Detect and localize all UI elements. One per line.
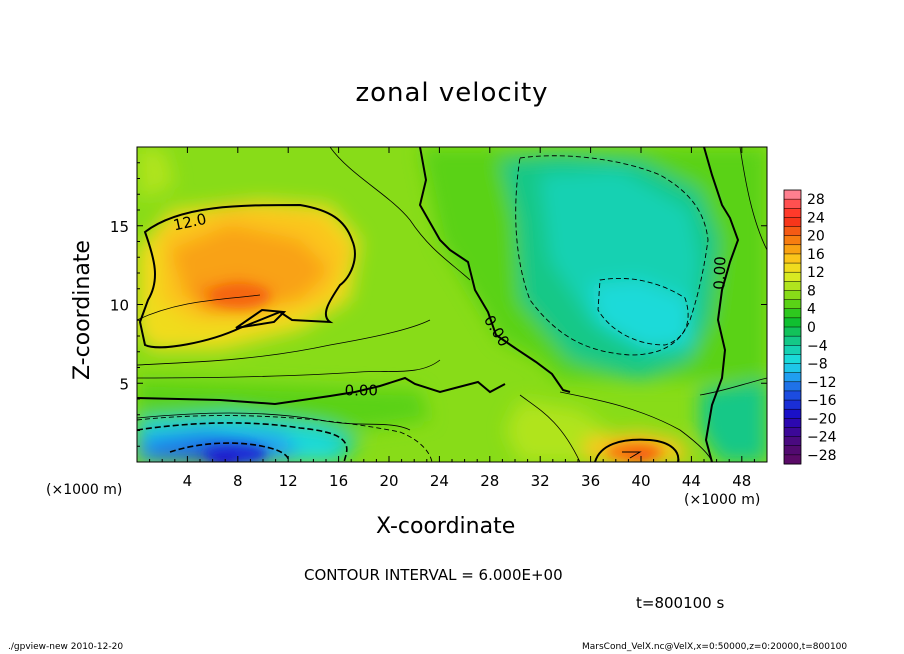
- colorbar-swatch: [784, 445, 801, 456]
- contour-label: 0.00: [710, 256, 729, 290]
- x-unit-right: (×1000 m): [684, 492, 761, 508]
- y-tick-label: 5: [119, 375, 129, 393]
- colorbar-swatch: [784, 345, 801, 355]
- x-axis: 4 8 12 16 20 24 28 32 36 40 44 48: [149, 147, 755, 490]
- colorbar-label: 12: [807, 265, 825, 281]
- colorbar-swatch: [784, 190, 801, 200]
- colorbar-swatch: [784, 454, 801, 465]
- y-tick-label: 10: [110, 297, 129, 315]
- colorbar-swatch: [784, 381, 801, 392]
- colorbar-swatch: [784, 263, 801, 273]
- colorbar-swatch: [784, 290, 801, 301]
- colorbar-swatch: [784, 427, 801, 438]
- x-tick-label: 44: [682, 472, 701, 490]
- x-tick-label: 36: [581, 472, 600, 490]
- colorbar-swatch: [784, 327, 801, 337]
- colorbar-label: 24: [807, 210, 825, 226]
- x-tick-label: 12: [279, 472, 298, 490]
- heatmap-field: [137, 147, 767, 462]
- colorbar-swatch: [784, 409, 801, 419]
- colorbar-swatch: [784, 336, 801, 346]
- x-tick-label: 32: [531, 472, 550, 490]
- colorbar-label: −8: [807, 357, 828, 373]
- x-axis-label: X-coordinate: [376, 514, 516, 539]
- colorbar-swatch: [784, 272, 801, 282]
- colorbar-label: −28: [807, 448, 837, 464]
- y-tick-label: 15: [110, 218, 129, 236]
- x-tick-label: 16: [329, 472, 348, 490]
- colorbar-label: −12: [807, 375, 837, 391]
- colorbar-swatch: [784, 235, 801, 246]
- colorbar-label: 16: [807, 247, 825, 263]
- colorbar-label: −4: [807, 338, 828, 354]
- colorbar-swatch: [784, 418, 801, 428]
- colorbar-swatch: [784, 299, 801, 310]
- colorbar-swatch: [784, 372, 801, 383]
- colorbar-label: 28: [807, 192, 825, 208]
- contour-lines: [137, 147, 767, 462]
- colorbar-swatch: [784, 281, 801, 291]
- colorbar: 28 24 20 16 12 8 4 0 −4 −8 −12 −16 −20 −24 −28: [783, 189, 837, 465]
- y-axis-label: Z-coordinate: [70, 240, 95, 380]
- colorbar-label: 8: [807, 283, 816, 299]
- colorbar-label: −24: [807, 430, 837, 446]
- footer-right: MarsCond_VelX.nc@VelX,x=0:50000,z=0:2000…: [582, 642, 848, 652]
- x-tick-label: 4: [183, 472, 193, 490]
- colorbar-swatch: [784, 226, 801, 237]
- contour-label: 0.00: [345, 382, 378, 400]
- x-tick-label: 24: [430, 472, 449, 490]
- time-label: t=800100 s: [636, 594, 725, 612]
- chart-title: zonal velocity: [355, 78, 549, 108]
- footer-left: ./gpview-new 2010-12-20: [8, 642, 124, 652]
- colorbar-swatch: [784, 253, 801, 264]
- x-tick-label: 20: [379, 472, 398, 490]
- colorbar-swatch: [784, 363, 801, 374]
- contour-interval-label: CONTOUR INTERVAL = 6.000E+00: [304, 566, 563, 584]
- y-axis: 5 10 15: [110, 162, 767, 447]
- x-tick-label: 40: [631, 472, 650, 490]
- x-tick-label: 8: [233, 472, 243, 490]
- x-unit-left: (×1000 m): [46, 482, 123, 498]
- x-tick-label: 28: [480, 472, 499, 490]
- colorbar-label: −16: [807, 393, 837, 409]
- colorbar-swatch: [784, 390, 801, 401]
- colorbar-swatch: [784, 400, 801, 410]
- colorbar-swatch: [784, 436, 801, 447]
- colorbar-swatch: [784, 308, 801, 319]
- colorbar-swatch: [784, 199, 801, 209]
- colorbar-label: 0: [807, 320, 816, 336]
- x-tick-label: 48: [732, 472, 751, 490]
- colorbar-swatch: [784, 208, 801, 218]
- colorbar-swatch: [784, 317, 801, 328]
- colorbar-swatch: [784, 244, 801, 255]
- colorbar-swatch: [784, 217, 801, 228]
- colorbar-label: 4: [807, 302, 816, 318]
- colorbar-swatch: [784, 354, 801, 365]
- colorbar-label: 20: [807, 229, 825, 245]
- colorbar-label: −20: [807, 411, 837, 427]
